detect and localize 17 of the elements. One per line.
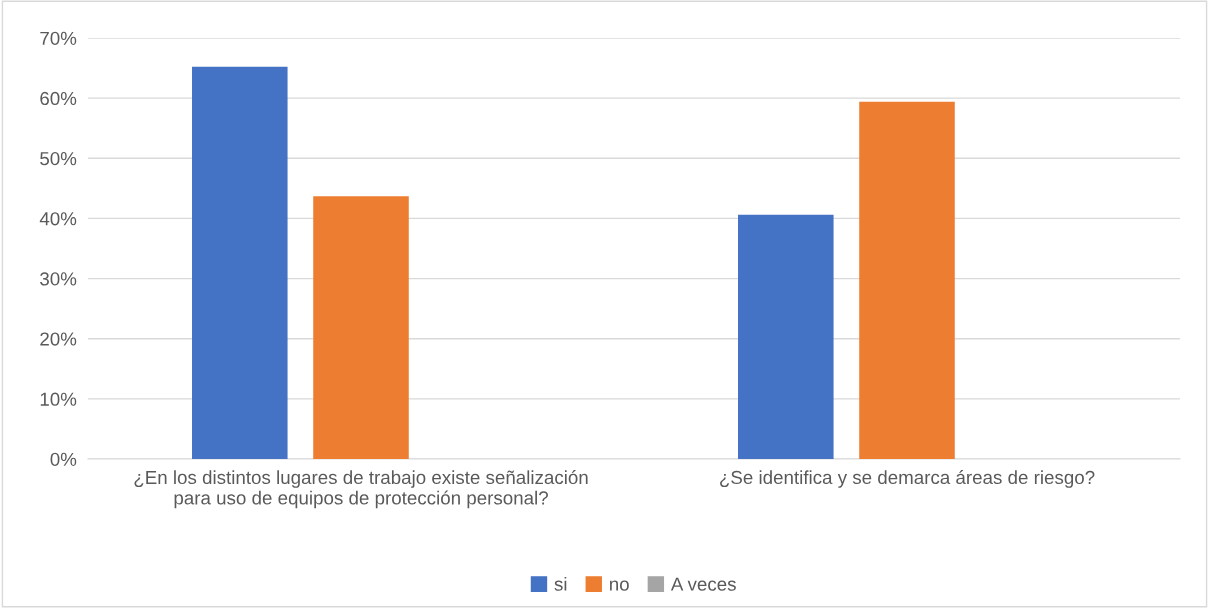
x-tick-label: ¿En los distintos lugares de trabajo existe señalización para uso de equipos de protección personal? xyxy=(134,470,588,509)
y-tick-label: 70% xyxy=(40,31,77,45)
bar xyxy=(738,214,834,459)
y-tick-label: 0% xyxy=(50,452,77,466)
legend-label: si xyxy=(554,577,567,591)
y-tick-label: 10% xyxy=(40,392,77,406)
y-tick-label: 20% xyxy=(40,332,77,346)
y-tick-label: 40% xyxy=(39,212,77,226)
legend-label: no xyxy=(610,580,629,591)
y-tick-label: 60% xyxy=(40,91,77,106)
x-tick-label: ¿Se identifica y se demarca áreas de riesgo? xyxy=(720,470,1095,488)
bar xyxy=(859,101,955,459)
y-tick-label: 30% xyxy=(40,272,77,286)
legend-label: A veces xyxy=(670,577,736,591)
y-tick-label: 50% xyxy=(40,151,77,166)
bar xyxy=(313,196,409,459)
bar xyxy=(192,66,288,459)
